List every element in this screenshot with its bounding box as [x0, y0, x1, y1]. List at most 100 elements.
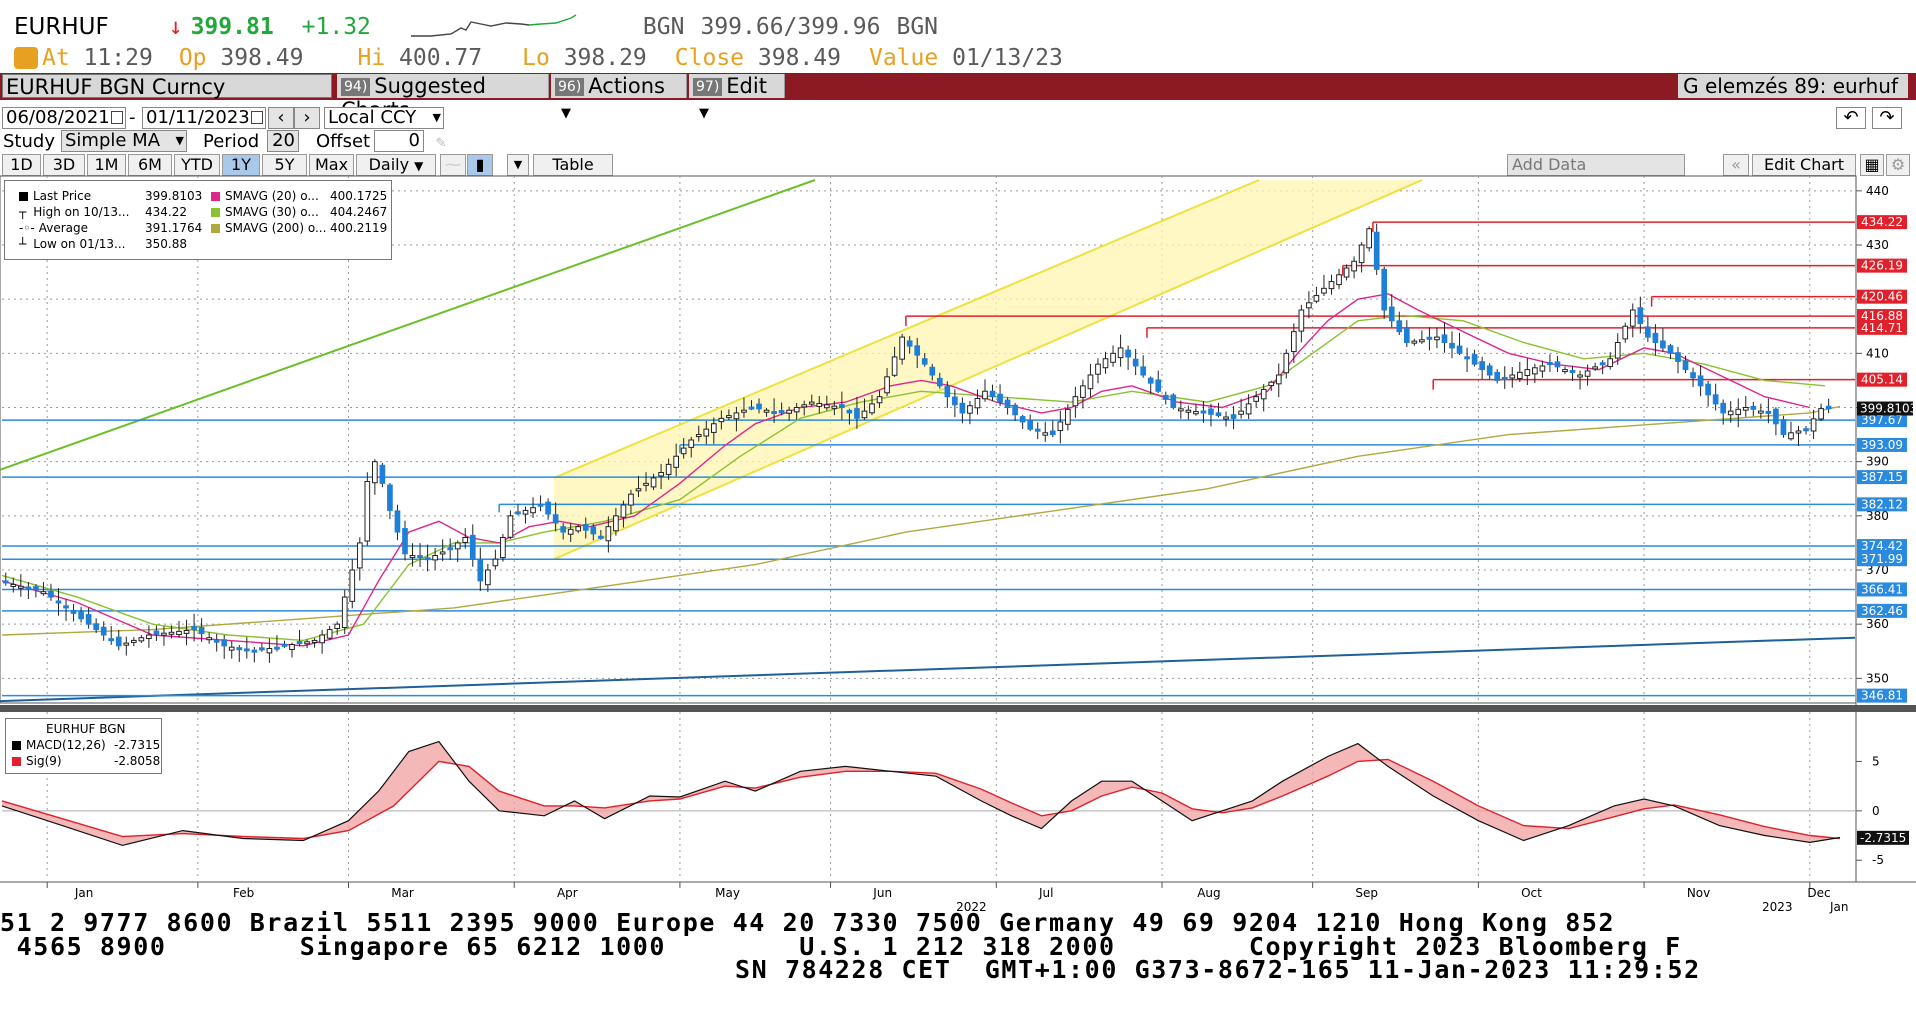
candle-up	[1584, 370, 1591, 377]
candle-down	[85, 614, 92, 625]
chart-settings-button[interactable]: ▦	[1860, 154, 1884, 176]
candle-style-button[interactable]: ▮	[467, 154, 493, 176]
end-date-field[interactable]: 01/11/2023	[142, 107, 266, 129]
candle-down	[1208, 408, 1214, 415]
candle-up	[1810, 418, 1817, 432]
candle-up	[349, 569, 356, 602]
x-month-label: Sep	[1355, 886, 1378, 900]
y-tick-label: 430	[1866, 238, 1889, 252]
low-marker-icon: ┴	[19, 237, 27, 251]
candle-down	[379, 464, 386, 484]
candle-down	[1471, 354, 1478, 365]
candle-down	[1170, 394, 1177, 408]
candle-up	[334, 623, 341, 630]
y-tick-label: 360	[1866, 617, 1889, 631]
legend-ma20-o: o...	[300, 189, 319, 203]
candle-up	[823, 404, 830, 409]
pencil-icon[interactable]: ✎	[436, 132, 446, 151]
actions-menu[interactable]: 96) Actions ▼	[551, 74, 687, 121]
open-label: Op	[178, 45, 207, 71]
macd-value: -2.7315	[114, 738, 161, 752]
settings-button[interactable]: ⚙	[1886, 154, 1910, 176]
value-date: 01/13/23	[952, 45, 1063, 71]
pane-splitter[interactable]	[0, 705, 1916, 712]
table-button[interactable]: Table	[533, 154, 613, 176]
candle-up	[1351, 260, 1357, 272]
candle-down	[1825, 405, 1832, 410]
resistance-label: 434.22	[1861, 215, 1903, 229]
ma30-swatch	[211, 208, 220, 217]
study-label: Study	[3, 131, 55, 152]
period-label: Period	[203, 131, 260, 152]
candle-up	[1614, 342, 1621, 359]
candle-up	[1509, 374, 1516, 379]
style-dropdown[interactable]: ▼	[507, 154, 529, 176]
candle-up	[1336, 274, 1342, 286]
candle-up	[1193, 411, 1199, 415]
candle-up	[567, 528, 574, 535]
candle-down	[236, 647, 243, 651]
edit-menu[interactable]: 97) Edit ▼	[689, 74, 785, 121]
at-label: At	[42, 45, 70, 71]
range-tab-6m[interactable]: 6M	[128, 154, 172, 176]
candle-up	[1178, 408, 1184, 412]
candle-down	[296, 641, 303, 645]
study-select[interactable]: Simple MA ▼	[61, 130, 187, 152]
candle-up	[816, 402, 823, 407]
sma30-line	[1, 314, 1825, 642]
date-separator: -	[129, 107, 136, 128]
last-price-label: 399.8103	[1860, 402, 1916, 416]
candle-down	[221, 639, 228, 647]
line-style-button[interactable]: ⁓	[440, 154, 466, 176]
candle-up	[1072, 396, 1079, 407]
candle-down	[1381, 268, 1388, 311]
support-label-box	[1857, 470, 1907, 485]
candle-up	[710, 423, 717, 433]
range-tab-1d[interactable]: 1D	[2, 154, 41, 176]
candle-down	[1637, 307, 1644, 325]
chart-icon: ▦	[1864, 155, 1880, 174]
candle-down	[1765, 410, 1772, 414]
scroll-left-button[interactable]: ‹	[268, 107, 294, 129]
candle-up	[869, 403, 875, 414]
price-legend: Last Price 399.8103 ┬ High on 10/13... 43…	[4, 180, 392, 260]
candle-up	[1117, 347, 1124, 359]
security-field[interactable]: EURHUF BGN Curncy	[2, 74, 332, 99]
candle-down	[1049, 430, 1056, 436]
scroll-right-button[interactable]: ›	[294, 107, 320, 129]
candle-down	[515, 511, 521, 515]
range-tab-1y[interactable]: 1Y	[222, 154, 260, 176]
calendar-icon[interactable]	[111, 111, 123, 124]
candle-up	[733, 412, 740, 420]
calendar-icon[interactable]	[251, 111, 263, 124]
currency-select[interactable]: Local CCY ▼	[324, 107, 444, 129]
period-input[interactable]: 20	[267, 130, 299, 152]
gear-icon: ⚙	[1890, 155, 1906, 174]
range-tab-5y[interactable]: 5Y	[262, 154, 307, 176]
candle-down	[989, 390, 996, 398]
candle-up	[130, 639, 137, 643]
candle-down	[1200, 410, 1207, 414]
sparkline-icon	[410, 14, 577, 37]
x-month-label: Mar	[391, 886, 414, 900]
edit-chart-button[interactable]: Edit Chart	[1752, 154, 1856, 176]
offset-input[interactable]: 0	[374, 130, 424, 152]
candle-down	[1547, 361, 1553, 365]
candle-down	[1230, 414, 1237, 419]
candle-up	[40, 591, 47, 595]
candle-up	[1260, 388, 1267, 400]
value-label: Value	[868, 45, 939, 71]
candle-up	[1419, 339, 1425, 343]
undo-button[interactable]: ↶	[1836, 107, 1866, 129]
y-tick-label: 410	[1866, 346, 1889, 360]
candle-down	[1147, 377, 1154, 384]
redo-button[interactable]: ↷	[1872, 107, 1902, 129]
legend-ma20-label: SMAVG (20)	[225, 189, 297, 203]
range-tab-3d[interactable]: 3D	[43, 154, 85, 176]
candle-up	[1742, 407, 1749, 411]
candle-up	[372, 461, 378, 484]
candle-down	[914, 345, 921, 356]
candle-down	[1712, 394, 1719, 405]
start-date-field[interactable]: 06/08/2021	[2, 107, 126, 129]
